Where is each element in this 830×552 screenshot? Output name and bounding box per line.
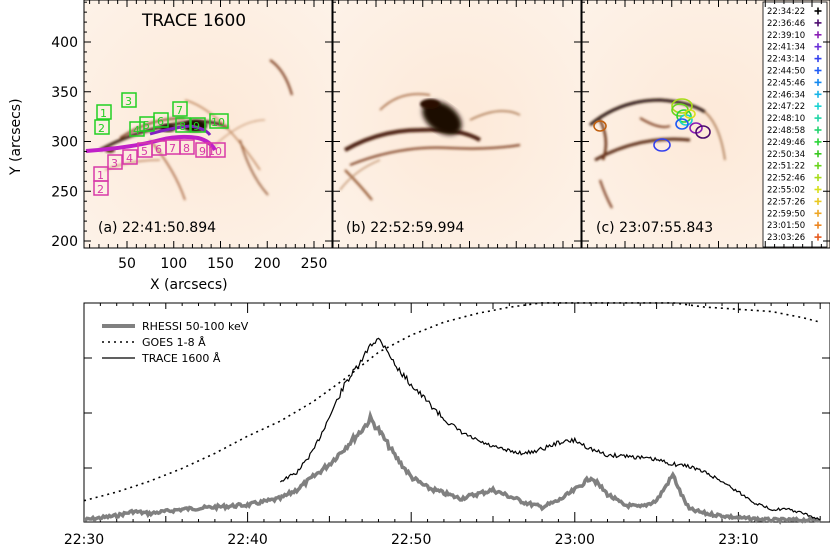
panel-b-flare-kernel xyxy=(422,100,462,136)
plot-x-tick-label: 22:30 xyxy=(64,532,104,548)
box-label: 10 xyxy=(211,116,225,129)
panel-b-label: (b) 22:52:59.994 xyxy=(346,220,464,236)
legend-time: 23:03:26 xyxy=(767,233,805,243)
legend-time: 22:55:02 xyxy=(767,186,805,196)
legend-time: 22:36:46 xyxy=(767,19,805,29)
box-label: 2 xyxy=(97,183,104,196)
series-rhessi xyxy=(84,409,822,525)
plot-x-tick-labels: 22:30 22:40 22:50 23:00 23:10 xyxy=(64,532,759,548)
panel-c-loops xyxy=(589,98,726,209)
panel-a-image xyxy=(84,0,332,248)
panel-b-loops xyxy=(339,93,521,201)
box-label: 8 xyxy=(179,120,186,133)
lightcurve-plot: 22:30 22:40 22:50 23:00 23:10 RHESSI 50-100 … xyxy=(64,302,830,548)
x-tick-label: 200 xyxy=(254,256,281,272)
pink-box-group: 1 2 3 4 5 6 7 8 9 10 xyxy=(93,139,226,196)
legend-time: 22:45:46 xyxy=(767,78,805,88)
plot-x-tick-label: 22:50 xyxy=(391,532,431,548)
legend-time: 22:41:34 xyxy=(767,43,805,53)
series-goes xyxy=(83,302,821,502)
legend-time: 22:50:34 xyxy=(767,150,805,160)
x-tick-label: 50 xyxy=(118,256,136,272)
legend-time: 23:01:50 xyxy=(767,221,805,231)
box-label: 10 xyxy=(208,145,222,158)
y-tick-label: 200 xyxy=(51,234,78,250)
top-axes xyxy=(83,0,830,249)
top-tick-labels: 200 250 300 350 400 50 100 150 200 250 xyxy=(51,35,327,272)
plot-x-tick-label: 23:00 xyxy=(555,532,595,548)
x-tick-label: 250 xyxy=(301,256,328,272)
legend-rhessi: RHESSI 50-100 keV xyxy=(142,320,249,333)
panel-a-label: (a) 22:41:50.894 xyxy=(98,220,216,236)
panel-b: (b) 22:52:59.994 xyxy=(333,0,581,248)
box-label: 3 xyxy=(111,157,118,170)
box-label: 8 xyxy=(183,142,190,155)
legend-time: 22:39:10 xyxy=(767,31,805,41)
y-tick-label: 300 xyxy=(51,135,78,151)
x-tick-label: 100 xyxy=(160,256,187,272)
panel-a: 1 2 3 4 5 6 7 8 9 10 1 2 3 4 5 6 7 8 9 1… xyxy=(84,0,332,248)
series-trace xyxy=(279,337,821,521)
legend-time: 22:52:46 xyxy=(767,174,805,184)
box-label: 7 xyxy=(176,104,183,117)
box-label: 5 xyxy=(143,119,150,132)
legend-time: 22:47:22 xyxy=(767,102,805,112)
plot-x-tick-label: 22:40 xyxy=(227,532,267,548)
box-label: 9 xyxy=(193,120,200,133)
legend-time: 22:48:58 xyxy=(767,126,805,136)
box-label: 6 xyxy=(157,115,164,128)
y-tick-label: 400 xyxy=(51,35,78,51)
y-tick-label: 350 xyxy=(51,85,78,101)
box-label: 4 xyxy=(126,152,133,165)
box-label: 4 xyxy=(133,124,140,137)
plot-series xyxy=(83,302,822,525)
legend-time: 22:51:22 xyxy=(767,162,805,172)
legend-time: 22:59:50 xyxy=(767,209,805,219)
panel-a-title: TRACE 1600 xyxy=(141,11,246,31)
box-label: 5 xyxy=(141,145,148,158)
box-label: 2 xyxy=(98,122,105,135)
box-label: 6 xyxy=(155,143,162,156)
x-axis-label: X (arcsecs) xyxy=(150,277,228,293)
legend-goes: GOES 1-8 Å xyxy=(142,336,206,349)
plot-legend: RHESSI 50-100 keV GOES 1-8 Å TRACE 1600 … xyxy=(102,320,249,365)
y-tick-label: 250 xyxy=(51,184,78,200)
plot-x-tick-label: 23:10 xyxy=(718,532,758,548)
legend-time: 22:46:34 xyxy=(767,90,805,100)
box-label: 1 xyxy=(100,107,107,120)
panel-c-label: (c) 23:07:55.843 xyxy=(596,220,713,236)
y-axis-label: Y (arcsecs) xyxy=(8,98,24,176)
green-box-group: 1 2 3 4 5 6 7 8 9 10 xyxy=(94,92,229,137)
legend-trace: TRACE 1600 Å xyxy=(141,352,221,365)
panel-c: (c) 23:07:55.843 22:34:22 22:36:46 22:39:1… xyxy=(582,0,830,248)
rhessi-contours xyxy=(593,98,711,152)
legend-time: 22:44:50 xyxy=(767,67,805,77)
x-tick-label: 150 xyxy=(207,256,234,272)
legend-time: 22:43:14 xyxy=(767,55,805,65)
box-label: 1 xyxy=(97,169,104,182)
legend-time: 22:49:46 xyxy=(767,138,805,148)
time-legend: 22:34:22 22:36:46 22:39:10 22:41:34 22:43:14… xyxy=(762,1,828,248)
box-label: 3 xyxy=(125,95,132,108)
legend-time: 22:57:26 xyxy=(767,197,805,207)
box-label: 7 xyxy=(169,142,176,155)
box-label: 9 xyxy=(199,145,206,158)
legend-time: 22:34:22 xyxy=(767,7,805,17)
legend-time: 22:48:10 xyxy=(767,114,805,124)
